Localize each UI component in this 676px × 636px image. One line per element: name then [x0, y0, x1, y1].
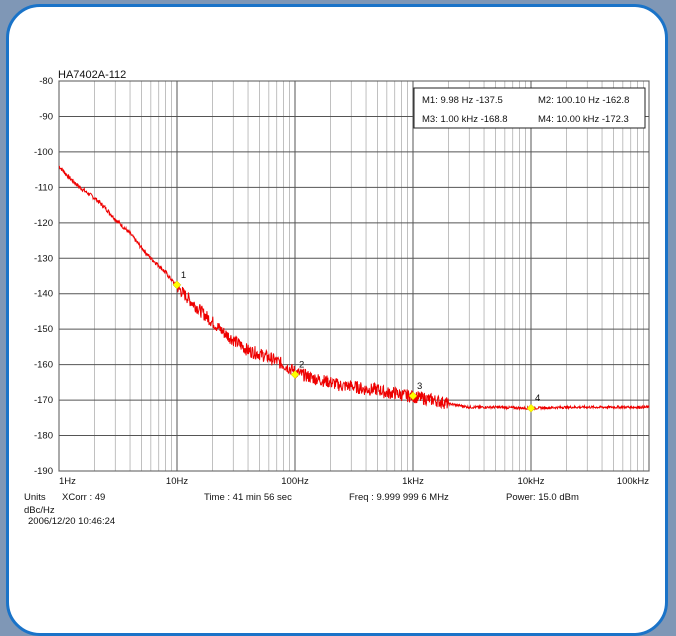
x-tick-label: 100kHz: [617, 476, 649, 487]
footer-power: Power: 15.0 dBm: [506, 492, 579, 503]
marker-point: [290, 370, 300, 379]
marker-table-entry: M1: 9.98 Hz -137.5: [422, 95, 503, 106]
y-tick-label: -130: [34, 253, 53, 264]
y-tick-label: -140: [34, 289, 53, 300]
x-tick-label: 1kHz: [402, 476, 424, 487]
marker-point: [172, 280, 182, 290]
marker-table-entry: M4: 10.00 kHz -172.3: [538, 114, 629, 125]
y-tick-label: -180: [34, 431, 53, 442]
x-tick-label: 100Hz: [281, 476, 309, 487]
grid: [58, 80, 650, 472]
marker-table-entry: M2: 100.10 Hz -162.8: [538, 95, 629, 106]
marker-label: 3: [417, 381, 422, 392]
y-tick-label: -80: [39, 76, 53, 87]
footer-time: Time : 41 min 56 sec: [204, 492, 292, 503]
y-tick-label: -170: [34, 395, 53, 406]
marker-label: 4: [535, 393, 540, 404]
footer-units: Units: [24, 492, 46, 503]
x-axis-labels: 1Hz 10Hz 100Hz 1kHz 10kHz 100kHz: [59, 476, 649, 487]
footer-xcorr: XCorr : 49: [62, 492, 106, 503]
marker-point: [408, 391, 418, 401]
x-tick-label: 10kHz: [518, 476, 545, 487]
markers: 1 2 3 4: [172, 270, 540, 413]
footer-freq: Freq : 9.999 999 6 MHz: [349, 492, 449, 503]
y-tick-label: -150: [34, 324, 53, 335]
marker-label: 1: [181, 270, 186, 281]
x-tick-label: 10Hz: [166, 476, 188, 487]
y-tick-label: -110: [35, 182, 53, 193]
y-tick-label: -120: [34, 218, 53, 229]
phase-noise-trace: [58, 165, 650, 411]
y-tick-label: -100: [34, 147, 53, 158]
plot-border: [58, 80, 650, 472]
chart-title: HA7402A-112: [58, 69, 126, 81]
marker-point: [526, 403, 536, 413]
y-axis-labels: -80 -90 -100 -110 -120 -130 -140 -150 -160 -170 -1…: [34, 76, 53, 477]
y-tick-label: -190: [34, 466, 53, 477]
marker-label: 2: [299, 360, 304, 371]
marker-table-entry: M3: 1.00 kHz -168.8: [422, 114, 508, 125]
y-tick-label: -90: [39, 111, 53, 122]
footer-units-value: dBc/Hz: [24, 505, 55, 516]
marker-table-box: [413, 87, 646, 129]
footer-datetime: 2006/12/20 10:46:24: [28, 516, 116, 527]
marker-table: M1: 9.98 Hz -137.5 M2: 100.10 Hz -162.8 M3…: [413, 87, 646, 129]
x-tick-label: 1Hz: [59, 476, 76, 487]
y-tick-label: -160: [34, 360, 53, 371]
